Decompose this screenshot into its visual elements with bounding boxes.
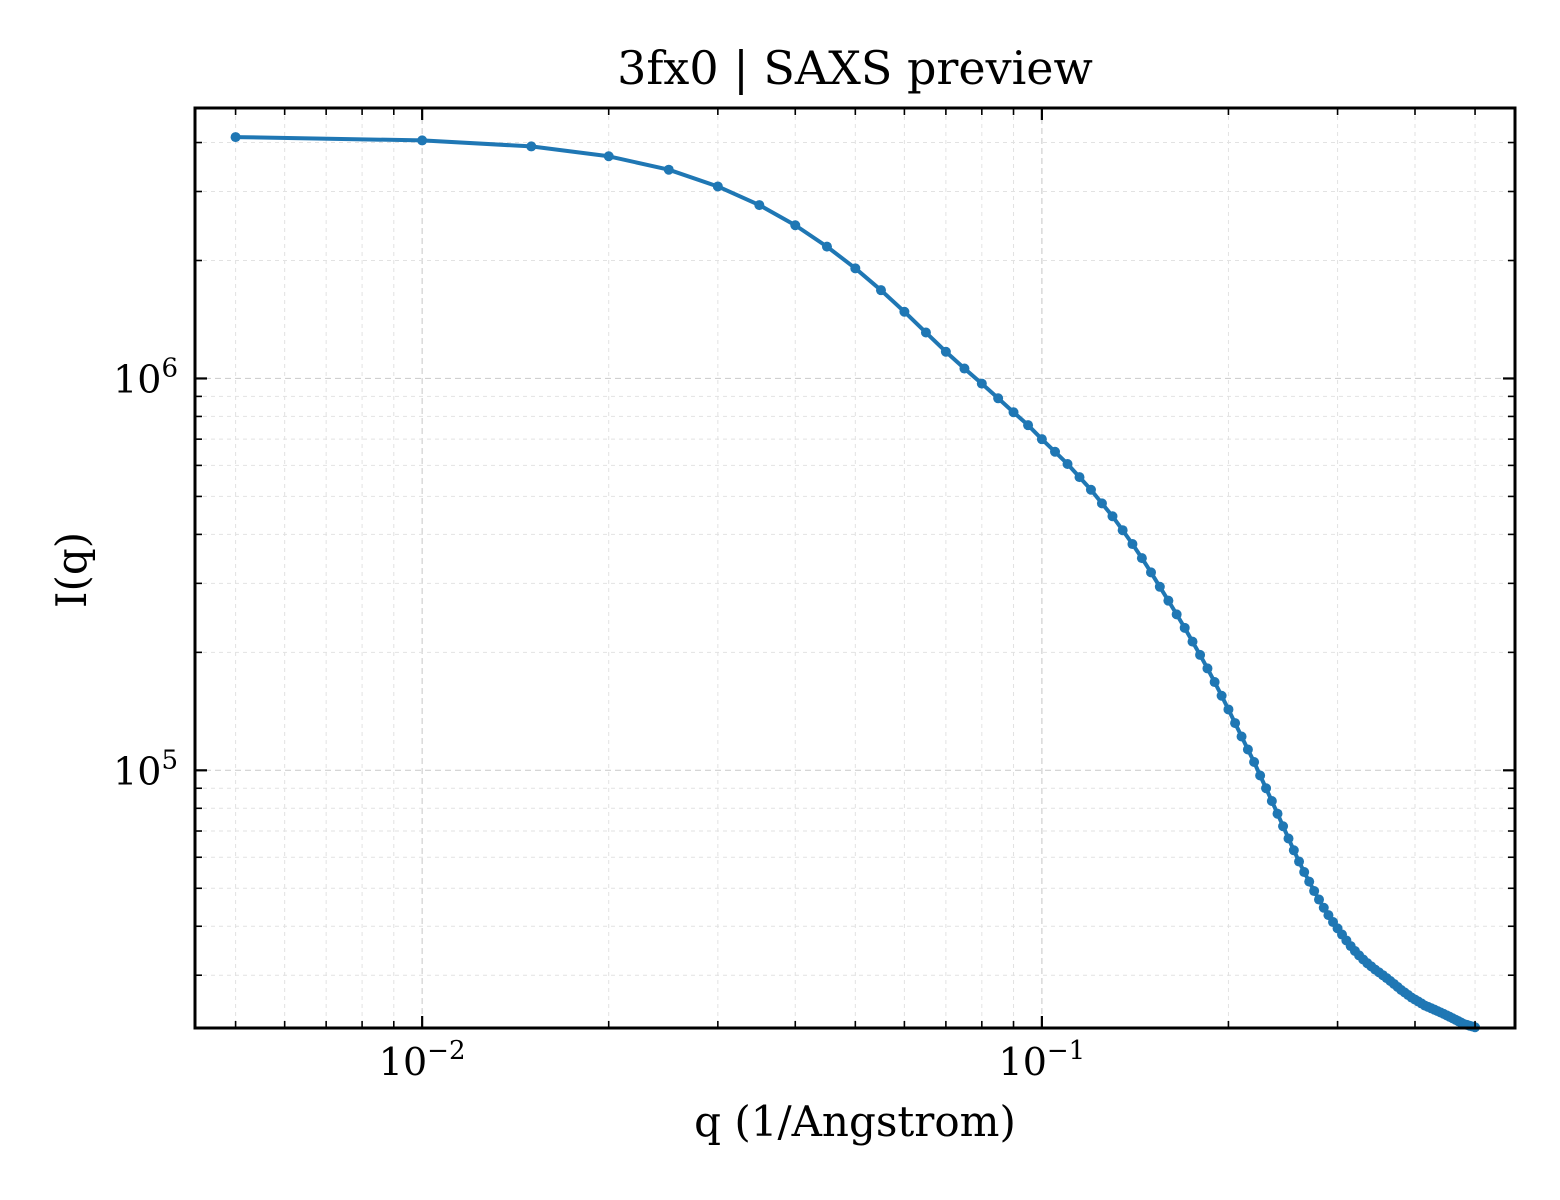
x-tick-label: 10−1 [999, 1036, 1086, 1084]
data-point [1283, 833, 1294, 844]
data-point [1008, 407, 1019, 418]
data-point [940, 346, 951, 357]
data-point [1050, 446, 1061, 457]
x-tick-base: 10 [379, 1040, 427, 1084]
data-point [1117, 525, 1128, 536]
data-point [1085, 484, 1096, 495]
data-point [1294, 856, 1305, 867]
data-point [663, 164, 674, 175]
data-point [790, 220, 801, 231]
data-point [526, 141, 537, 152]
data-point [1136, 553, 1147, 564]
data-point [1304, 876, 1315, 887]
x-tick-label: 10−2 [379, 1036, 466, 1084]
x-tick-exponent: −1 [1047, 1036, 1085, 1066]
data-point [1230, 718, 1241, 729]
data-point [230, 132, 241, 143]
data-point [1318, 902, 1329, 913]
data-point [1272, 808, 1283, 819]
data-point [959, 363, 970, 374]
data-point [1171, 609, 1182, 620]
data-point [1209, 677, 1220, 688]
axis-ticks [195, 108, 1515, 1028]
data-point [1074, 472, 1085, 483]
series-layer [230, 132, 1481, 1033]
chart-title: 3fx0 | SAXS preview [617, 41, 1093, 95]
data-point [1107, 511, 1118, 522]
data-point [920, 327, 931, 338]
data-point [1179, 622, 1190, 633]
data-point [1163, 595, 1174, 606]
data-point [754, 200, 765, 211]
data-point [1023, 420, 1034, 431]
data-point [821, 241, 832, 252]
data-point [1249, 757, 1260, 768]
data-point [603, 151, 614, 162]
data-point [1154, 581, 1165, 592]
grid-lines [195, 108, 1515, 1028]
data-point [1242, 744, 1253, 755]
y-tick-label: 105 [113, 745, 178, 793]
y-axis-label: I(q) [47, 532, 96, 608]
data-point [1146, 567, 1157, 578]
y-tick-base: 10 [113, 749, 161, 793]
x-tick-exponent: −2 [427, 1036, 465, 1066]
data-point [1266, 796, 1277, 807]
data-point [1096, 498, 1107, 509]
data-point [1255, 770, 1266, 781]
data-point [993, 393, 1004, 404]
data-point [1299, 867, 1310, 878]
data-point [1187, 636, 1198, 647]
data-point [1036, 434, 1047, 445]
data-point [417, 135, 428, 146]
data-point [1236, 731, 1247, 742]
data-point [1127, 539, 1138, 550]
data-point [1062, 458, 1073, 469]
data-point [1216, 690, 1227, 701]
y-tick-exponent: 5 [161, 745, 178, 775]
data-point [899, 306, 910, 317]
y-tick-base: 10 [113, 357, 161, 401]
x-axis-label: q (1/Angstrom) [694, 1097, 1016, 1146]
data-point [1288, 845, 1299, 856]
data-point [1278, 821, 1289, 832]
y-tick-exponent: 6 [161, 353, 178, 383]
data-point [1314, 894, 1324, 905]
data-point [1202, 663, 1213, 674]
x-tick-base: 10 [999, 1040, 1047, 1084]
data-point [712, 181, 723, 192]
y-tick-label: 106 [113, 353, 178, 401]
data-point [1223, 704, 1234, 715]
data-point [1261, 783, 1272, 794]
data-point [976, 378, 987, 389]
data-point [875, 285, 886, 296]
data-point [850, 263, 861, 274]
data-point [1195, 649, 1206, 660]
data-point [1309, 886, 1320, 897]
